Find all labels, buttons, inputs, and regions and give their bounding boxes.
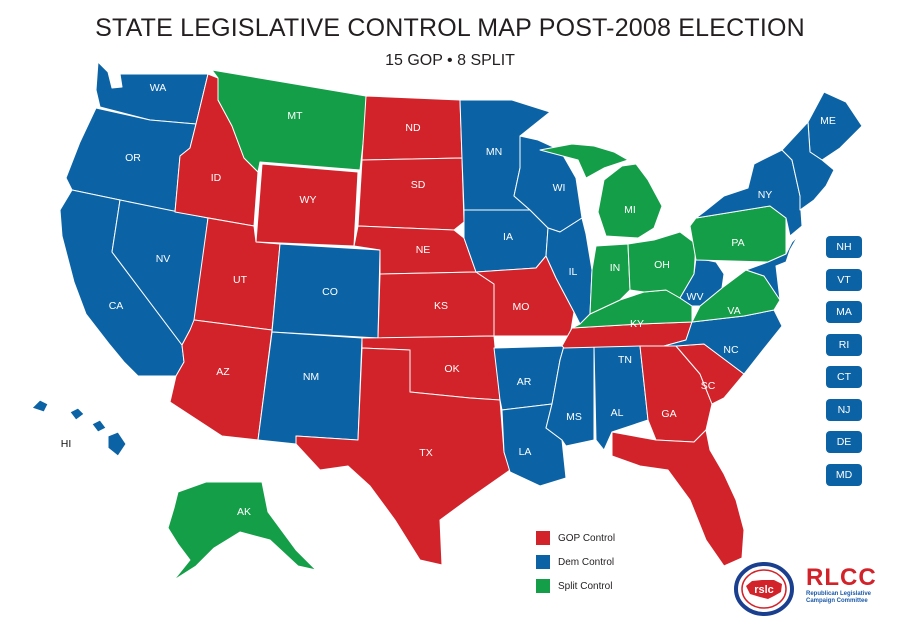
state-label-hi: HI — [61, 438, 72, 450]
state-label-ak: AK — [237, 506, 251, 518]
state-label-wa: WA — [150, 82, 167, 94]
state-label-wv: WV — [687, 291, 704, 303]
state-nc — [663, 309, 783, 375]
state-label-ok: OK — [444, 363, 459, 375]
small-state-box-ct: CT — [826, 366, 862, 388]
small-state-box-vt: VT — [826, 268, 862, 291]
state-label-wi: WI — [553, 182, 566, 194]
state-label-la: LA — [519, 446, 532, 458]
state-label-mn: MN — [486, 146, 502, 158]
state-label-me: ME — [820, 115, 836, 127]
state-label-fl: FL — [679, 504, 691, 516]
state-label-al: AL — [611, 407, 624, 419]
state-az — [169, 319, 273, 441]
legend-item-gop: GOP Control — [536, 530, 615, 546]
state-label-oh: OH — [654, 259, 670, 271]
state-label-ms: MS — [566, 411, 582, 423]
legend-swatch-dem — [536, 555, 550, 569]
state-hi — [31, 399, 127, 457]
state-label-va: VA — [727, 305, 740, 317]
state-ms — [545, 345, 595, 447]
state-label-ut: UT — [233, 274, 248, 286]
small-state-box-ma: MA — [826, 301, 862, 323]
state-label-nv: NV — [156, 253, 171, 265]
state-label-ky: KY — [630, 318, 644, 330]
state-fl — [611, 429, 745, 567]
state-label-tx: TX — [419, 447, 432, 459]
state-label-sd: SD — [411, 179, 426, 191]
state-label-nm: NM — [303, 371, 319, 383]
state-group-midatl — [745, 235, 799, 301]
legend-swatch-gop — [536, 531, 550, 545]
state-label-ny: NY — [758, 189, 773, 201]
state-nm — [257, 331, 363, 445]
state-mi — [539, 143, 663, 239]
legend: GOP Control Dem Control Split Control — [536, 530, 615, 602]
small-state-boxes: NH VT MA RI CT NJ DE MD — [826, 236, 864, 496]
state-label-in: IN — [610, 262, 621, 274]
state-label-mi: MI — [624, 204, 636, 216]
state-label-nc: NC — [723, 344, 739, 356]
legend-label-dem: Dem Control — [558, 556, 615, 568]
state-label-az: AZ — [216, 366, 230, 378]
state-mt — [211, 69, 369, 173]
state-label-or: OR — [125, 152, 141, 164]
legend-item-split: Split Control — [536, 578, 615, 594]
state-label-ne: NE — [416, 244, 431, 256]
state-label-mt: MT — [287, 110, 303, 122]
state-label-ia: IA — [503, 231, 513, 243]
legend-label-gop: GOP Control — [558, 532, 616, 544]
map-subtitle: 15 GOP • 8 SPLIT — [385, 52, 515, 69]
small-state-box-ri: RI — [826, 333, 862, 356]
state-label-ca: CA — [109, 300, 124, 312]
state-label-wy: WY — [300, 194, 317, 206]
small-state-box-md: MD — [826, 463, 862, 486]
state-ak — [167, 481, 317, 581]
legend-swatch-split — [536, 579, 550, 593]
small-state-box-nh: NH — [826, 236, 862, 258]
map-title: STATE LEGISLATIVE CONTROL MAP POST-2008 … — [95, 14, 805, 42]
state-group-ne_sm — [781, 121, 835, 211]
small-state-box-nj: NJ — [826, 398, 862, 421]
legend-label-split: Split Control — [558, 580, 613, 592]
state-label-tn: TN — [618, 354, 632, 366]
rslc-seal-text: rslc — [754, 584, 774, 596]
state-label-mo: MO — [513, 301, 530, 313]
state-label-ks: KS — [434, 300, 448, 312]
state-label-co: CO — [322, 286, 338, 298]
rslc-seal-logo: rslc — [734, 562, 794, 616]
state-label-ga: GA — [661, 408, 676, 420]
small-state-box-de: DE — [826, 431, 862, 453]
state-sd — [357, 157, 465, 231]
state-label-sc: SC — [701, 380, 716, 392]
rlcc-logo: RLCC Republican Legislative Campaign Com… — [806, 565, 892, 605]
state-label-id: ID — [211, 172, 222, 184]
rlcc-name: Republican Legislative Campaign Committe… — [806, 591, 872, 604]
state-label-nd: ND — [405, 122, 421, 134]
state-wv — [679, 257, 725, 307]
state-label-il: IL — [569, 266, 578, 278]
state-label-ar: AR — [517, 376, 532, 388]
rlcc-abbr: RLCC — [806, 564, 877, 591]
state-label-pa: PA — [731, 237, 744, 249]
legend-item-dem: Dem Control — [536, 554, 615, 570]
